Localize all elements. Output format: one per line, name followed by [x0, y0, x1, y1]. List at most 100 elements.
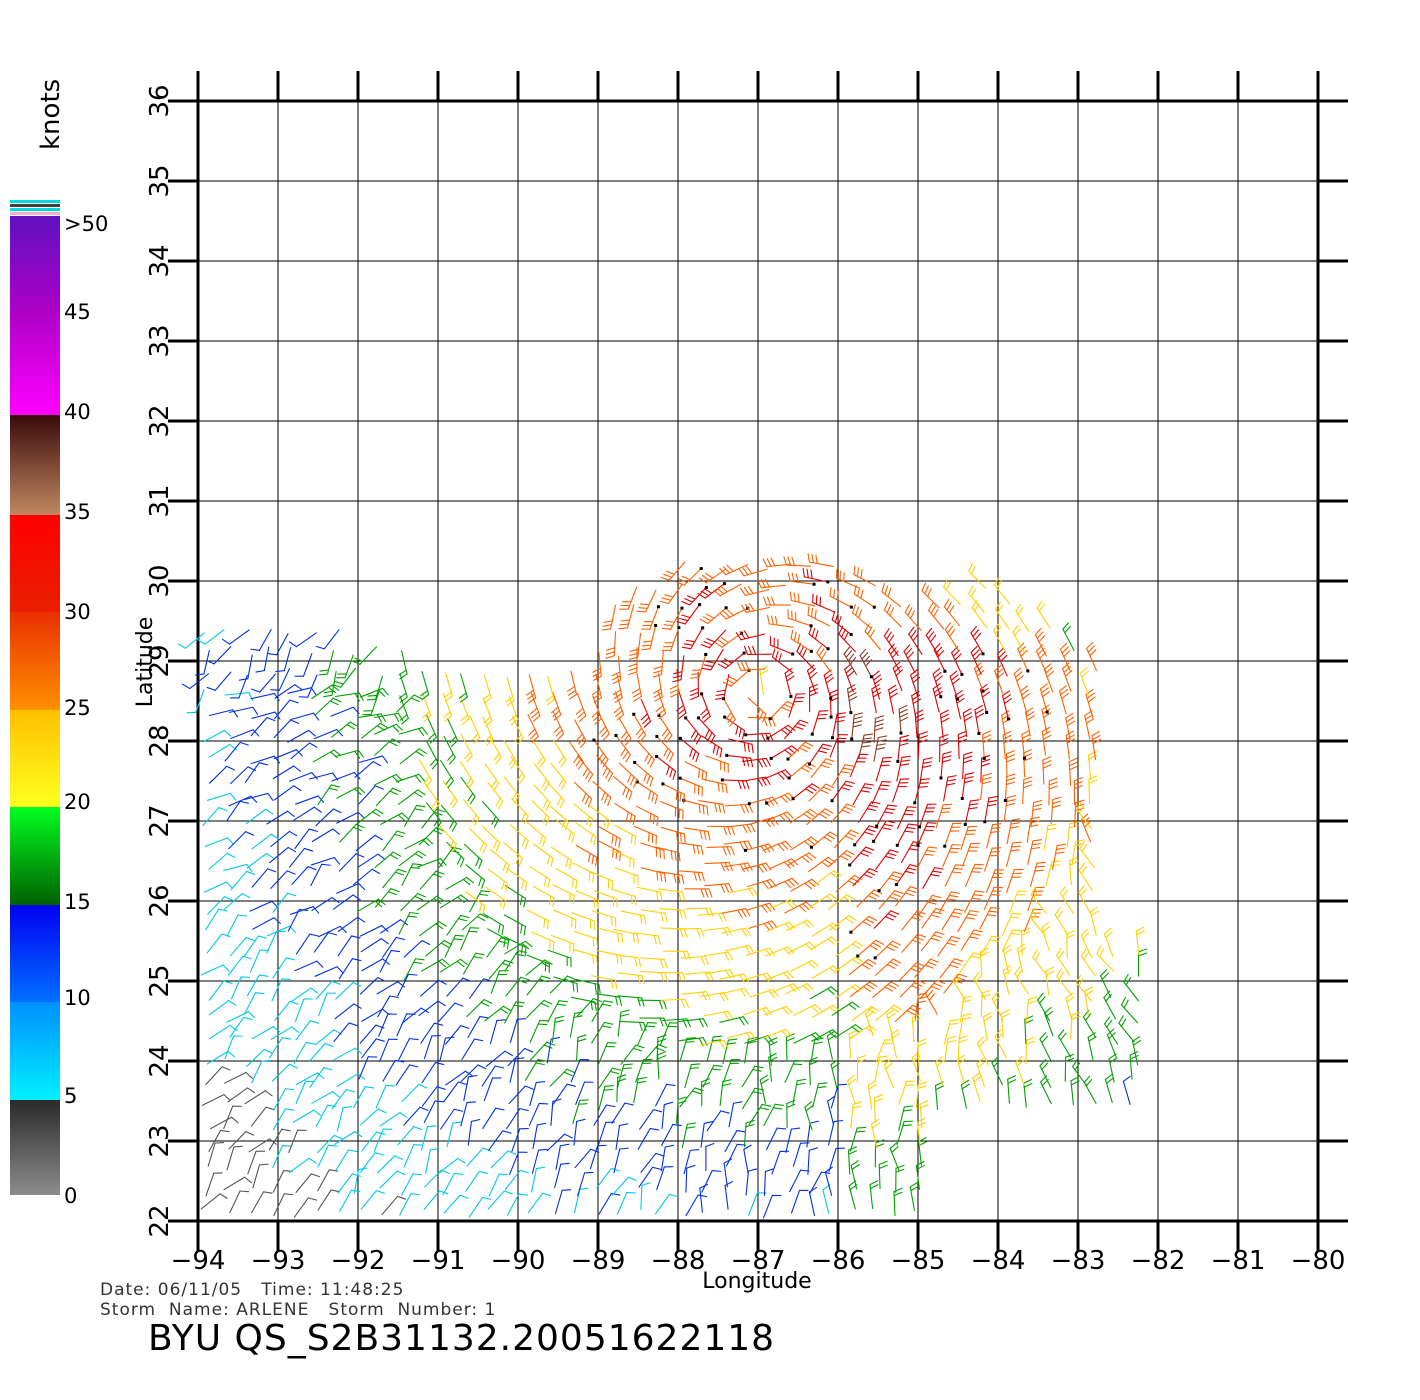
wind-barb: [971, 600, 987, 628]
wind-barb: [272, 1108, 295, 1131]
wind-barb: [676, 928, 705, 938]
wind-barb: [1062, 622, 1075, 651]
wind-barb: [786, 1099, 796, 1129]
wind-barb: [1044, 1006, 1054, 1037]
wind-barb: [614, 733, 631, 763]
wind-barb: [1079, 667, 1089, 697]
wind-barb: [317, 784, 341, 806]
wind-barb: [420, 979, 447, 997]
wind-barb: [532, 1122, 547, 1150]
wind-barb: [802, 567, 830, 584]
wind-barb: [1037, 992, 1051, 1022]
wind-barb: [554, 818, 576, 843]
wind-barb: [616, 1063, 633, 1089]
wind-barb: [757, 578, 786, 589]
wind-barb: [503, 914, 527, 936]
wind-barb: [1100, 969, 1112, 999]
wind-barb: [1012, 624, 1025, 654]
coastline-cuba-north: [1236, 1118, 1316, 1136]
wind-barb: [970, 625, 985, 656]
wind-barb: [250, 1106, 275, 1127]
wind-barb: [465, 891, 486, 915]
wind-barb: [699, 1183, 709, 1213]
wind-barb: [223, 1105, 242, 1129]
wind-barb: [894, 864, 919, 887]
wind-barb: [573, 803, 594, 828]
wind-barb: [442, 1172, 464, 1196]
wind-barb: [996, 647, 1008, 677]
wind-barb: [354, 761, 382, 778]
wind-barb: [271, 1063, 298, 1082]
island-small-3: [736, 1208, 744, 1216]
wind-barb: [251, 1191, 273, 1214]
wind-barb: [614, 953, 642, 967]
wind-barb: [964, 890, 985, 914]
wind-barb: [846, 684, 858, 715]
wind-barb: [660, 1144, 675, 1172]
wind-barb: [613, 775, 633, 801]
wind-barb: [318, 992, 337, 1017]
wind-barb: [959, 952, 983, 974]
wind-barb: [446, 914, 470, 936]
wind-barb: [487, 1190, 513, 1210]
wind-barb: [404, 804, 426, 827]
wind-barb: [785, 919, 815, 932]
wind-barb: [807, 606, 831, 627]
wind-barb: [769, 636, 795, 656]
wind-barb: [177, 632, 205, 649]
wind-barb: [850, 981, 878, 997]
wind-barb: [895, 823, 918, 847]
wind-barb: [677, 870, 705, 882]
wind-barb: [205, 1172, 223, 1197]
wind-barb: [1122, 1075, 1131, 1105]
wind-barb: [881, 582, 902, 608]
wind-barb: [722, 1038, 738, 1065]
wind-barb: [336, 654, 354, 679]
wind-barb: [765, 946, 795, 957]
wind-barb: [244, 1090, 273, 1105]
wind-barb: [575, 844, 598, 867]
wind-barb: [573, 930, 598, 948]
wind-barb: [421, 692, 432, 722]
wind-barb: [426, 740, 439, 770]
wind-barb: [246, 974, 269, 997]
wind-barb: [808, 783, 835, 802]
wind-barb: [469, 715, 481, 745]
wind-barb: [873, 715, 885, 743]
wind-barb: [525, 1059, 547, 1081]
wind-barb: [598, 826, 621, 848]
wind-barb: [423, 1190, 449, 1210]
wind-barb: [575, 822, 597, 846]
wind-barb: [379, 1038, 398, 1063]
wind-barb: [616, 1074, 627, 1103]
wind-barb: [554, 1162, 570, 1188]
wind-barb: [532, 739, 546, 768]
wind-barb: [298, 674, 318, 698]
wind-barb: [487, 928, 510, 950]
wind-barb: [420, 670, 430, 701]
wind-barb: [226, 800, 249, 822]
wind-barb: [944, 1035, 957, 1063]
wind-barb: [1066, 930, 1076, 959]
wind-barb: [466, 1147, 492, 1167]
lon-tick-label: −94: [171, 1246, 226, 1276]
x-axis-title: Longitude: [702, 1269, 811, 1294]
wind-barb: [785, 1033, 795, 1062]
wind-barb: [812, 1082, 828, 1108]
wind-barb: [962, 708, 973, 738]
wind-barb: [382, 1059, 405, 1082]
wind-barb: [356, 808, 384, 825]
wind-barb: [869, 1180, 879, 1210]
wind-barb: [720, 987, 750, 997]
wind-barb: [722, 1058, 741, 1083]
wind-barb: [994, 1029, 1007, 1059]
wind-barb: [915, 1081, 928, 1109]
wind-barb: [830, 1059, 840, 1089]
wind-barb: [1096, 945, 1114, 972]
wind-barb: [793, 1004, 822, 1016]
wind-barb: [223, 893, 251, 910]
wind-barb: [937, 935, 961, 957]
wind-barb: [506, 1193, 528, 1216]
wind-barb: [203, 881, 233, 893]
wind-barb: [619, 586, 638, 610]
